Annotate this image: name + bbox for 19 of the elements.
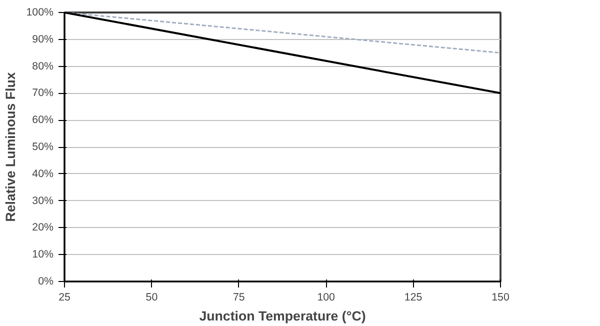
x-tick-label: 100 — [317, 292, 336, 304]
y-tick-label: 60% — [32, 114, 54, 126]
x-tick-label: 125 — [404, 292, 422, 304]
y-tick-label: 70% — [32, 87, 54, 100]
y-tick-label: 30% — [32, 194, 54, 207]
y-tick-label: 80% — [32, 60, 54, 72]
y-tick-label: 90% — [32, 33, 54, 46]
y-tick-label: 20% — [32, 222, 54, 234]
y-tick-label: 40% — [32, 168, 54, 180]
y-axis-title: Relative Luminous Flux — [3, 72, 18, 222]
x-tick-label: 50 — [146, 292, 158, 304]
y-tick-label: 100% — [26, 6, 54, 18]
x-tick-label: 75 — [232, 292, 245, 304]
x-tick-label: 150 — [492, 292, 510, 304]
y-tick-label: 50% — [32, 141, 54, 153]
y-tick-label: 0% — [38, 276, 54, 288]
y-tick-label: 10% — [32, 248, 54, 261]
x-axis-title: Junction Temperature (°C) — [199, 308, 366, 324]
x-tick-label: 25 — [58, 292, 70, 304]
